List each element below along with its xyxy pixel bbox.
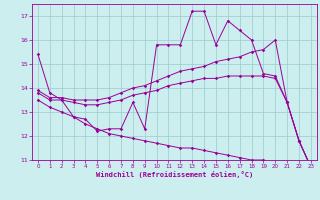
X-axis label: Windchill (Refroidissement éolien,°C): Windchill (Refroidissement éolien,°C) xyxy=(96,171,253,178)
